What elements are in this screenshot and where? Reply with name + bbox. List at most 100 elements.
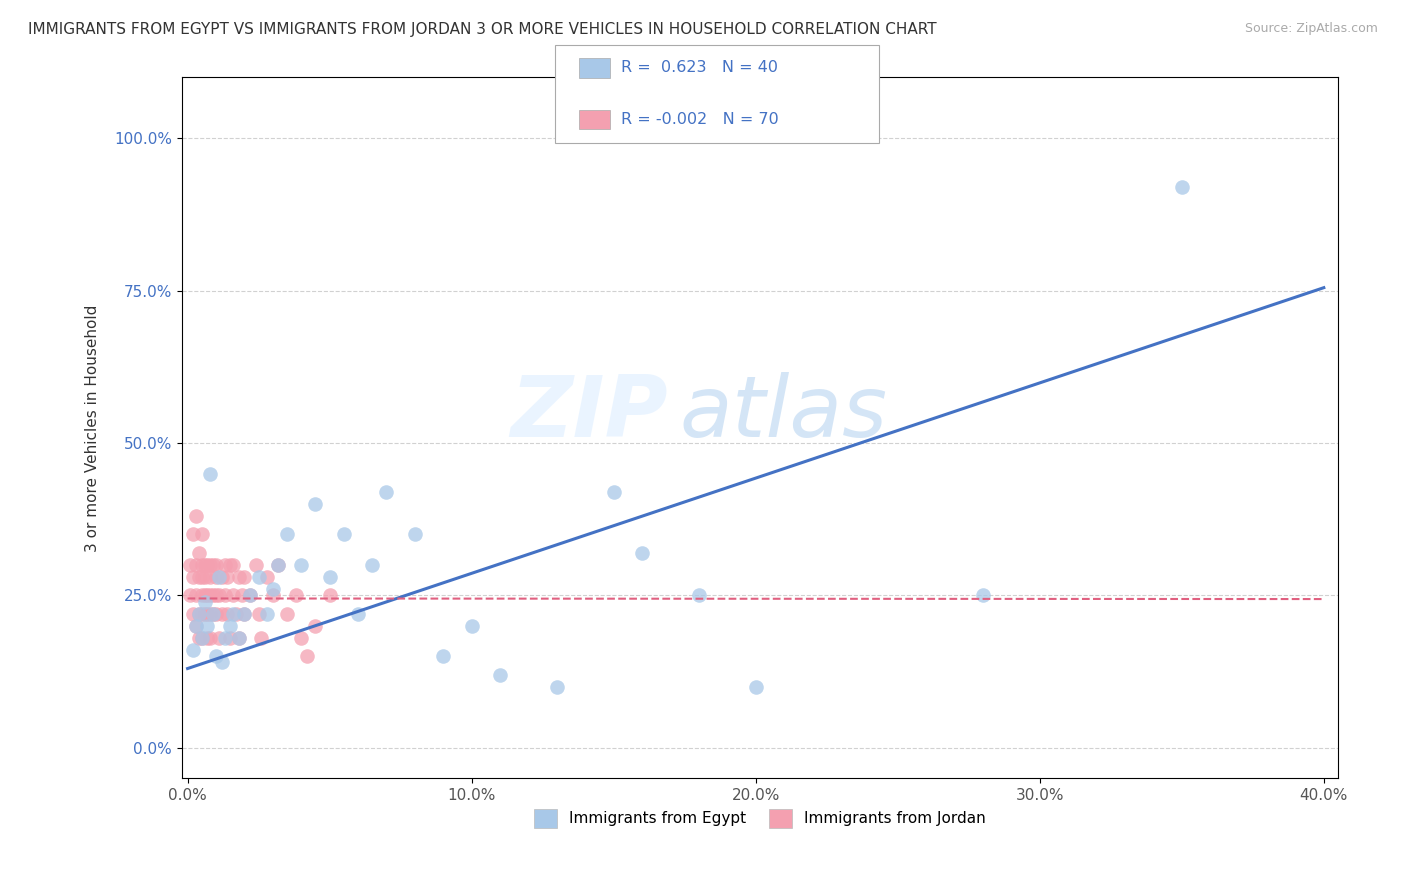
Point — [262, 589, 284, 603]
Point — [688, 589, 710, 603]
Point — [205, 607, 228, 621]
Point — [184, 558, 207, 572]
Point — [295, 649, 318, 664]
Point — [546, 680, 568, 694]
Point — [188, 607, 211, 621]
Text: atlas: atlas — [679, 372, 887, 455]
Point — [191, 589, 214, 603]
Point — [202, 607, 225, 621]
Text: R = -0.002   N = 70: R = -0.002 N = 70 — [621, 112, 779, 127]
Point — [267, 558, 290, 572]
Point — [304, 619, 326, 633]
Point — [222, 589, 245, 603]
Point — [191, 607, 214, 621]
Point — [200, 467, 222, 481]
Point — [202, 558, 225, 572]
Point — [194, 558, 217, 572]
Point — [208, 631, 231, 645]
Point — [184, 589, 207, 603]
Point — [179, 589, 201, 603]
Point — [489, 667, 512, 681]
Point — [228, 631, 250, 645]
Point — [284, 589, 307, 603]
Y-axis label: 3 or more Vehicles in Household: 3 or more Vehicles in Household — [86, 304, 100, 551]
Text: R =  0.623   N = 40: R = 0.623 N = 40 — [621, 61, 779, 75]
Point — [228, 631, 250, 645]
Point — [194, 589, 217, 603]
Point — [304, 497, 326, 511]
Point — [200, 570, 222, 584]
Point — [318, 570, 340, 584]
Point — [247, 607, 270, 621]
Point — [290, 558, 312, 572]
Point — [184, 619, 207, 633]
Point — [197, 589, 219, 603]
Point — [188, 570, 211, 584]
Point — [347, 607, 370, 621]
Point — [197, 607, 219, 621]
Point — [200, 589, 222, 603]
Point — [276, 527, 298, 541]
Point — [225, 607, 247, 621]
Point — [194, 607, 217, 621]
Point — [194, 594, 217, 608]
Point — [200, 558, 222, 572]
Point — [202, 607, 225, 621]
Point — [432, 649, 454, 664]
Point — [222, 558, 245, 572]
Point — [233, 607, 256, 621]
Point — [205, 570, 228, 584]
Point — [211, 570, 233, 584]
Text: IMMIGRANTS FROM EGYPT VS IMMIGRANTS FROM JORDAN 3 OR MORE VEHICLES IN HOUSEHOLD : IMMIGRANTS FROM EGYPT VS IMMIGRANTS FROM… — [28, 22, 936, 37]
Point — [375, 484, 398, 499]
Point — [290, 631, 312, 645]
Point — [276, 607, 298, 621]
Point — [214, 558, 236, 572]
Point — [333, 527, 356, 541]
Point — [191, 570, 214, 584]
Text: Source: ZipAtlas.com: Source: ZipAtlas.com — [1244, 22, 1378, 36]
Point — [404, 527, 426, 541]
Point — [208, 589, 231, 603]
Point — [222, 607, 245, 621]
Point — [200, 607, 222, 621]
Point — [214, 631, 236, 645]
Point — [211, 607, 233, 621]
Point — [262, 582, 284, 597]
Point — [233, 570, 256, 584]
Point — [217, 570, 239, 584]
Point — [217, 607, 239, 621]
Point — [181, 527, 204, 541]
Point — [361, 558, 384, 572]
Point — [631, 546, 654, 560]
Point — [267, 558, 290, 572]
Point — [214, 589, 236, 603]
Point — [202, 589, 225, 603]
Point — [250, 631, 273, 645]
Point — [188, 631, 211, 645]
Point — [188, 607, 211, 621]
Point — [460, 619, 482, 633]
Point — [181, 570, 204, 584]
Point — [197, 619, 219, 633]
Point — [184, 509, 207, 524]
Point — [194, 570, 217, 584]
Text: ZIP: ZIP — [510, 372, 668, 455]
Point — [205, 649, 228, 664]
Point — [256, 607, 278, 621]
Point — [191, 558, 214, 572]
Point — [219, 619, 242, 633]
Point — [231, 589, 253, 603]
Point — [239, 589, 262, 603]
Point — [245, 558, 267, 572]
Point — [205, 589, 228, 603]
Point — [744, 680, 766, 694]
Point — [184, 619, 207, 633]
Point — [197, 631, 219, 645]
Point — [181, 607, 204, 621]
Point — [602, 484, 624, 499]
Point — [256, 570, 278, 584]
Point — [205, 558, 228, 572]
Point — [219, 631, 242, 645]
Point — [191, 631, 214, 645]
